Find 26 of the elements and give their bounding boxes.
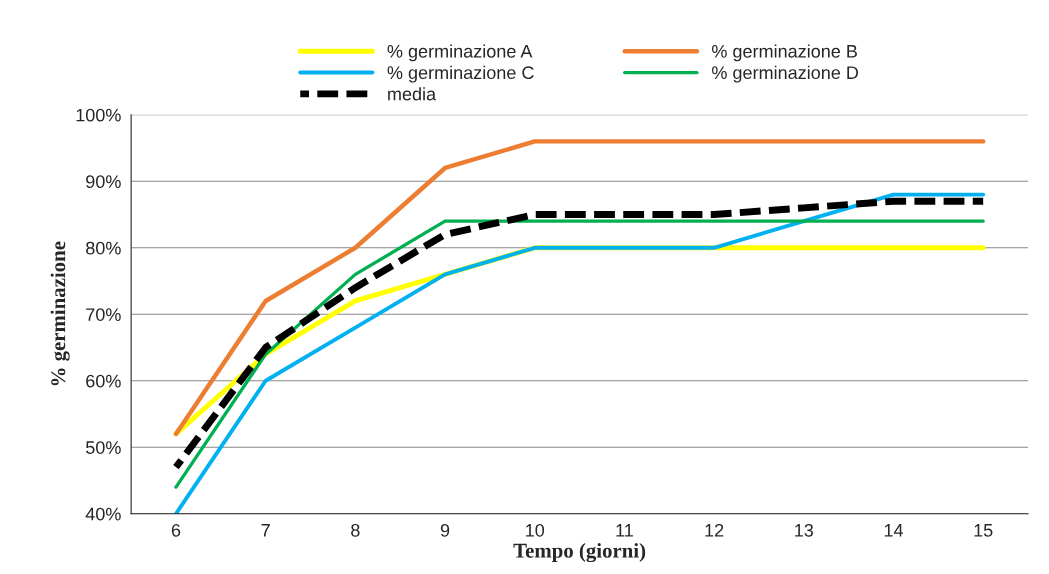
x-tick-label: 12 xyxy=(705,523,724,537)
x-tick-label: 14 xyxy=(884,524,903,537)
line-series xyxy=(173,139,986,437)
line-series xyxy=(174,192,986,514)
x-tick-label: 11 xyxy=(616,524,633,537)
y-tick-label: 70% xyxy=(86,308,121,321)
x-axis-title: Tempo (giorni) xyxy=(513,543,646,563)
legend-label: media xyxy=(388,87,437,101)
y-axis-title: % germinazione xyxy=(50,241,70,386)
y-tick-label: 60% xyxy=(86,374,121,388)
x-tick-label: 7 xyxy=(261,524,270,537)
x-tick-label: 6 xyxy=(171,523,181,537)
y-tick-label: 90% xyxy=(86,175,121,189)
x-tick-label: 10 xyxy=(526,523,545,537)
x-tick-label: 13 xyxy=(795,523,814,537)
legend-label: % germinazione D xyxy=(712,65,859,83)
y-tick-label: 40% xyxy=(85,507,121,521)
y-tick-label: 100% xyxy=(76,108,121,122)
x-tick-label: 9 xyxy=(440,523,450,537)
y-tick-label: 80% xyxy=(86,241,121,255)
legend-label: % germinazione B xyxy=(712,44,857,62)
legend-label: % germinazione A xyxy=(387,44,533,62)
x-tick-label: 15 xyxy=(974,524,993,537)
y-tick-label: 50% xyxy=(85,441,121,454)
legend-label: % germinazione C xyxy=(387,65,534,83)
x-tick-label: 8 xyxy=(351,523,360,537)
